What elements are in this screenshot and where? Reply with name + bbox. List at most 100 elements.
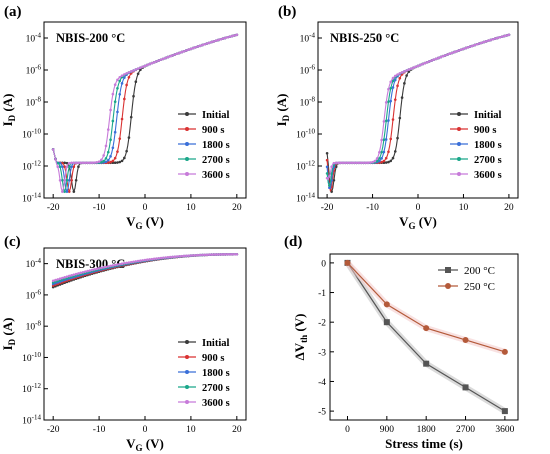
series-point (58, 277, 62, 280)
legend-marker (185, 340, 189, 344)
series-point (414, 65, 418, 69)
series-point (65, 178, 69, 182)
series-point (434, 57, 438, 61)
series-point (496, 36, 499, 40)
series-point (129, 260, 133, 264)
series-point (123, 73, 126, 76)
series-point (400, 96, 404, 99)
legend-marker (185, 172, 189, 176)
series-point (217, 253, 220, 256)
series-point (468, 45, 472, 48)
y-tick-label: 10-6 (26, 288, 42, 301)
series-point (423, 61, 427, 65)
series-point (187, 254, 190, 257)
series-point (482, 40, 486, 44)
series-point (157, 59, 161, 62)
series-point (235, 252, 239, 256)
series-point (150, 61, 154, 65)
series-point (328, 184, 331, 187)
series-point (132, 69, 135, 72)
series-point (366, 161, 370, 165)
series-point (198, 44, 202, 48)
series-point (501, 348, 508, 355)
series-point (371, 160, 374, 164)
series-point (459, 48, 463, 51)
series-point (116, 263, 119, 266)
series-point (72, 190, 76, 193)
series-point (398, 76, 402, 80)
series-point (109, 108, 112, 112)
series-point (337, 161, 340, 165)
series-point (61, 165, 64, 168)
series-point (100, 160, 103, 164)
series-point (389, 137, 393, 141)
legend-marker (185, 370, 189, 374)
legend-marker (185, 112, 189, 116)
series-point (405, 74, 408, 77)
series-point (95, 267, 99, 271)
legend-marker (185, 157, 189, 161)
series-point (106, 128, 110, 131)
series-point (109, 160, 112, 164)
series-point (157, 257, 161, 260)
series-point (210, 40, 213, 44)
series-point (389, 99, 393, 103)
series-point (67, 190, 71, 193)
x-tick-label: 10 (186, 203, 196, 213)
series-point (182, 49, 186, 53)
series-point (343, 161, 347, 165)
legend-marker (457, 172, 461, 176)
panel-label: (b) (278, 4, 296, 20)
series-point (207, 41, 211, 45)
series-point (77, 272, 80, 275)
series-point (450, 51, 454, 55)
series-point (136, 67, 140, 70)
series-point (143, 258, 147, 262)
series-point (505, 34, 508, 37)
series-point (357, 161, 361, 165)
series-point (74, 161, 78, 165)
legend-marker (457, 127, 461, 131)
series-point (382, 120, 386, 123)
legend-marker (457, 112, 461, 116)
series-point (123, 76, 126, 79)
series-point (148, 258, 151, 261)
series-point (168, 255, 172, 259)
series-point (393, 78, 397, 82)
legend-label: 250 °C (464, 281, 495, 293)
series-point (484, 40, 488, 43)
series-point (70, 165, 73, 168)
series-point (205, 253, 209, 257)
series-point (139, 259, 142, 262)
series-point (132, 94, 135, 98)
series-point (120, 74, 124, 77)
series-point (428, 60, 431, 63)
series-point (97, 160, 101, 163)
series-point (72, 161, 76, 165)
series-point (407, 70, 411, 73)
series-point (129, 72, 133, 75)
series-point (416, 64, 420, 68)
y-axis-label: ID (A) (0, 94, 17, 127)
series-point (166, 256, 170, 259)
x-tick-label: -10 (93, 425, 106, 435)
series-point (226, 35, 229, 39)
series-point (439, 55, 443, 59)
series-point (95, 161, 99, 164)
series-point (212, 40, 216, 43)
series-point (189, 254, 193, 257)
series-point (491, 37, 495, 41)
series-point (152, 61, 156, 64)
series-point (503, 34, 506, 38)
legend-label: Initial (202, 338, 230, 349)
series-point (127, 261, 131, 264)
x-tick-label: 10 (186, 425, 196, 435)
x-tick-label: 20 (232, 425, 242, 435)
series-point (58, 161, 62, 165)
legend-label: 900 s (202, 353, 224, 364)
series-point (116, 150, 119, 153)
series-point (375, 157, 379, 160)
series-point (120, 82, 124, 85)
series-point (139, 66, 142, 70)
